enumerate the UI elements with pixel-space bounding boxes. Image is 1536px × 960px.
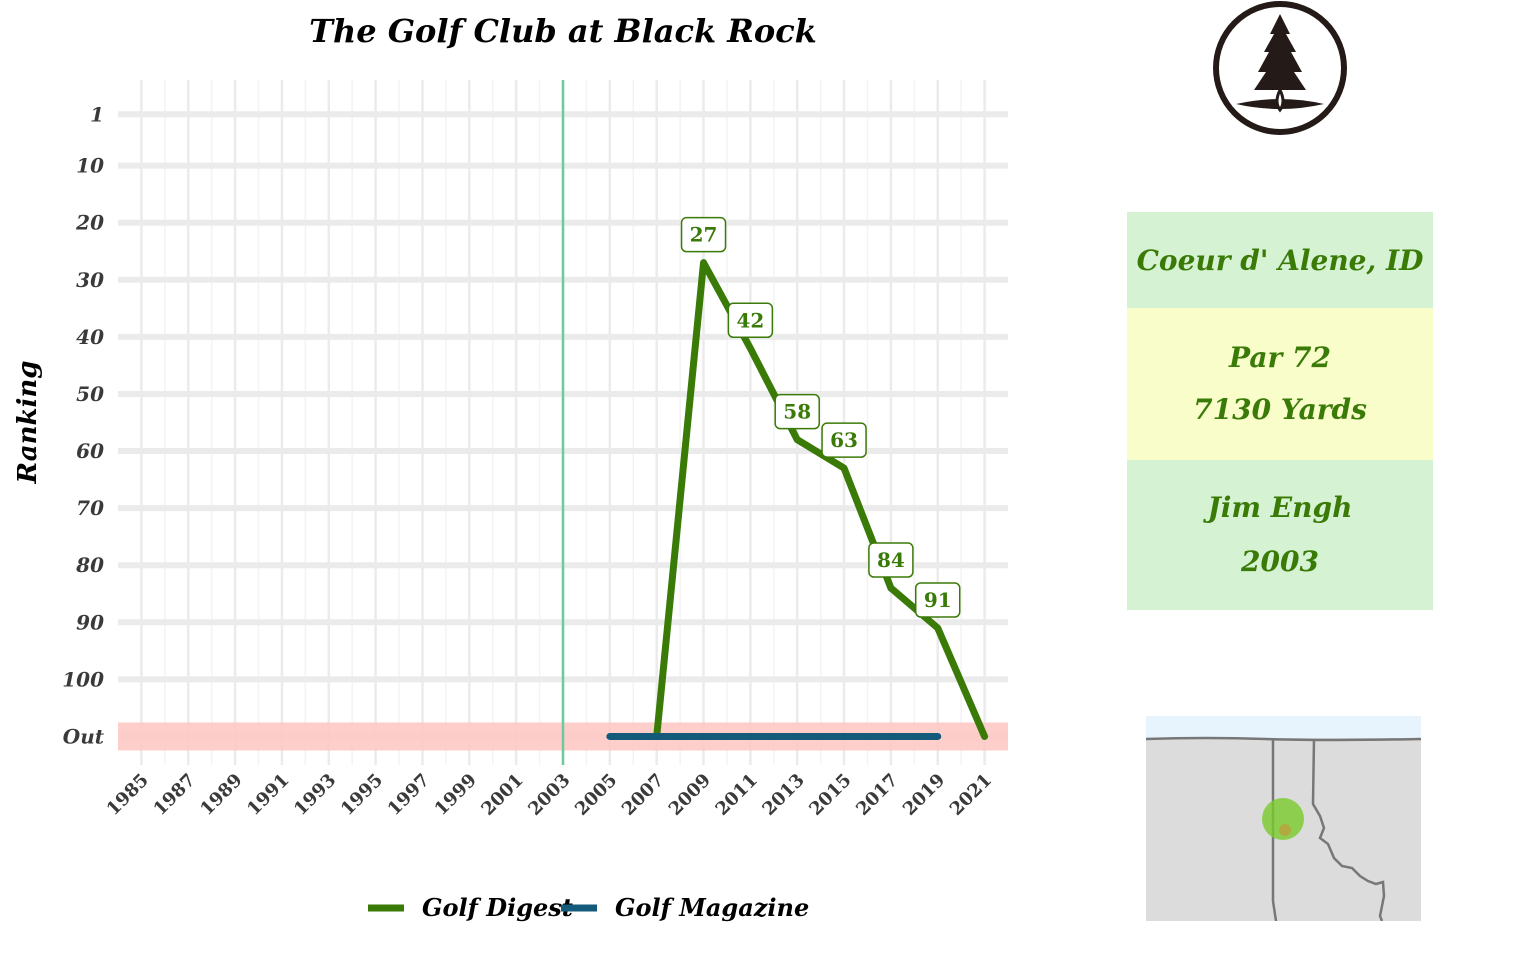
- data-label-text: 84: [877, 548, 905, 572]
- par-yards-box: Par 72 7130 Yards: [1127, 308, 1433, 460]
- x-tick-label: 1995: [337, 770, 387, 820]
- legend-label: Golf Magazine: [615, 893, 809, 922]
- x-tick-label: 2019: [899, 770, 949, 820]
- x-tick-label: 2011: [712, 770, 762, 820]
- legend-label: Golf Digest: [422, 893, 573, 922]
- y-tick-label: 10: [76, 154, 104, 178]
- designer-box: Jim Engh 2003: [1127, 460, 1433, 610]
- data-label-text: 27: [690, 223, 718, 247]
- x-tick-label: 1991: [243, 770, 293, 820]
- data-label-box: [774, 393, 820, 430]
- x-tick-label: 2013: [758, 770, 808, 820]
- year-text: 2003: [1241, 545, 1319, 578]
- x-tick-label: 2007: [618, 770, 668, 820]
- x-tick-label: 1997: [384, 770, 434, 820]
- y-tick-label: 20: [75, 211, 104, 235]
- data-label: 84: [868, 542, 914, 578]
- x-tick-label: 1985: [103, 770, 153, 820]
- y-tick-label: Out: [63, 724, 105, 748]
- data-label-text: 91: [924, 588, 952, 612]
- data-label: 27: [680, 216, 727, 253]
- y-tick-label: 70: [76, 496, 104, 520]
- location-box: Coeur d' Alene, ID: [1127, 212, 1433, 308]
- y-tick-label: 1: [90, 102, 104, 126]
- data-label-box: [727, 302, 774, 339]
- series-line-golf-digest: [653, 259, 989, 740]
- x-tick-label: 2003: [524, 770, 574, 820]
- x-tick-label: 2005: [571, 770, 621, 820]
- data-label: 58: [774, 393, 820, 430]
- y-tick-label: 100: [62, 667, 104, 691]
- data-label: 63: [821, 422, 867, 458]
- legend: Golf Digest Golf Magazine: [368, 893, 809, 922]
- idaho-location-map: [1145, 716, 1422, 922]
- x-tick-label: 2015: [805, 770, 855, 820]
- yards-text: 7130 Yards: [1193, 393, 1367, 426]
- location-text: Coeur d' Alene, ID: [1136, 243, 1424, 277]
- chart-title: The Golf Club at Black Rock: [309, 12, 817, 50]
- x-axis-ticks: 1985198719891991199319951997199920012003…: [103, 770, 996, 820]
- y-tick-label: 40: [76, 325, 104, 349]
- y-axis-ticks: 1 10 20 30 40 50 60 70 80 90 100 Out: [62, 102, 105, 748]
- course-info-panel: Coeur d' Alene, ID Par 72 7130 Yards Jim…: [1127, 212, 1433, 610]
- y-tick-label: 30: [76, 268, 104, 292]
- x-tick-label: 2021: [946, 770, 996, 820]
- x-tick-label: 1999: [431, 770, 481, 820]
- data-label-box: [680, 216, 727, 253]
- y-tick-label: 80: [75, 553, 104, 577]
- data-label-box: [821, 422, 867, 458]
- x-tick-label: 2001: [477, 770, 527, 820]
- series-lines: [606, 259, 989, 740]
- location-marker: [1262, 798, 1304, 840]
- data-label-text: 58: [783, 400, 811, 424]
- pine-tree-icon: [1213, 1, 1347, 135]
- x-tick-label: 1989: [196, 770, 246, 820]
- x-tick-label: 2009: [665, 770, 715, 820]
- course-logo: [1206, 0, 1354, 140]
- data-label: 91: [914, 582, 961, 618]
- data-labels: 27 42 58 63 84 91: [680, 216, 961, 618]
- location-map: [1145, 716, 1422, 922]
- y-tick-label: 50: [76, 382, 104, 406]
- data-label-text: 63: [830, 428, 858, 452]
- data-label: 42: [727, 302, 774, 339]
- data-label-box: [868, 542, 914, 578]
- data-label-text: 42: [736, 308, 764, 332]
- designer-text: Jim Engh: [1207, 491, 1353, 524]
- par-text: Par 72: [1229, 341, 1331, 374]
- y-tick-label: 60: [76, 439, 104, 463]
- y-tick-label: 90: [76, 610, 104, 634]
- x-tick-label: 2017: [852, 770, 902, 820]
- data-label-box: [914, 582, 961, 618]
- y-axis-label: Ranking: [13, 361, 43, 485]
- x-tick-label: 1987: [150, 770, 200, 820]
- x-tick-label: 1993: [290, 770, 340, 820]
